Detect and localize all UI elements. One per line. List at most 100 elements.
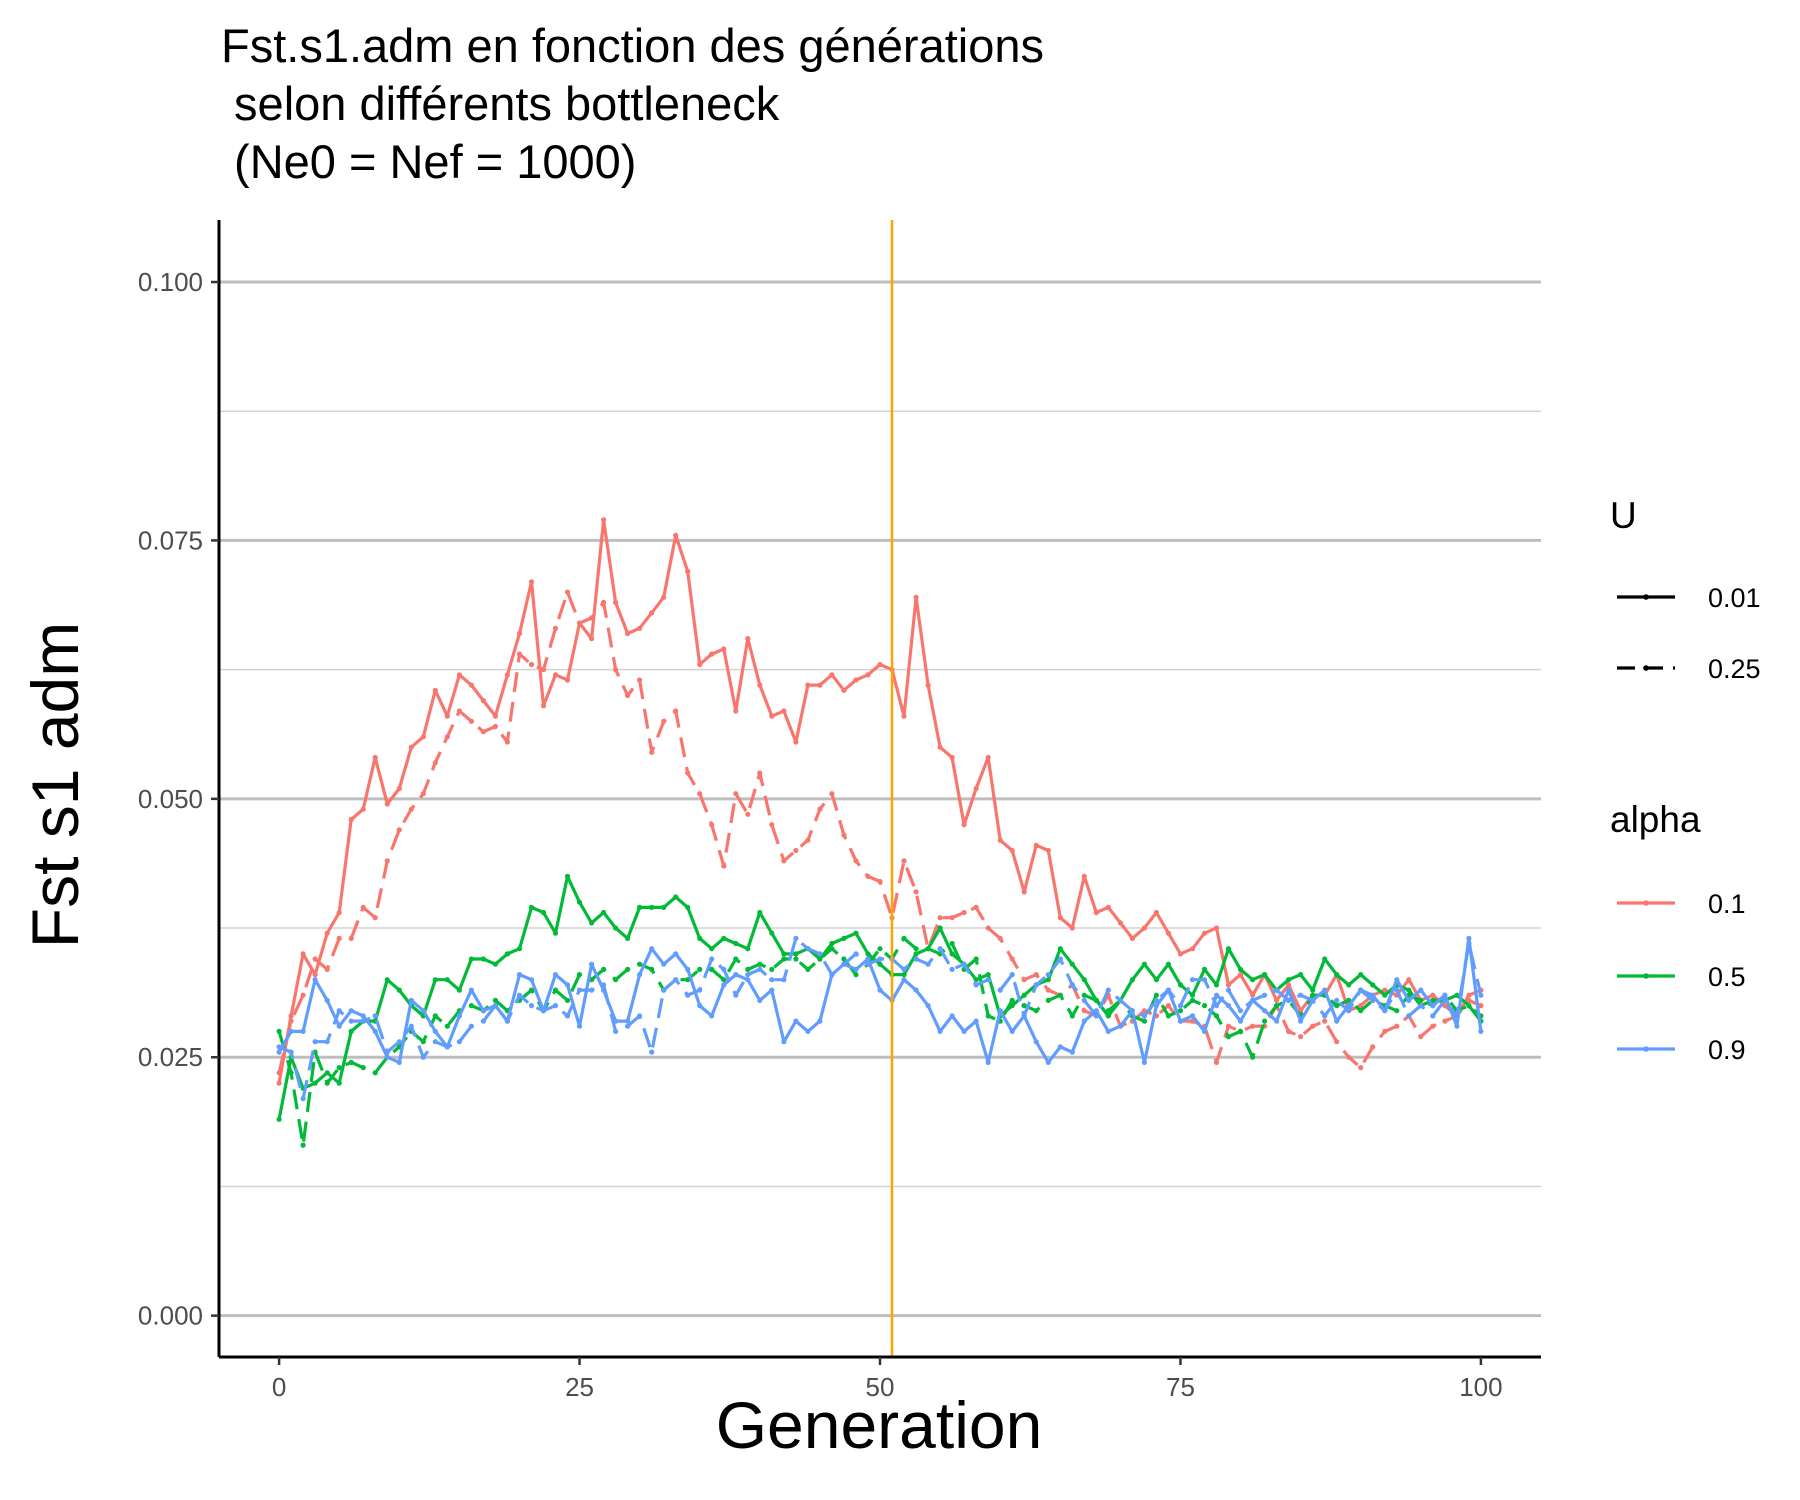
data-point-s1-20 xyxy=(516,651,523,657)
x-tick-label-0: 0 xyxy=(272,1372,286,1402)
data-point-s2-24 xyxy=(564,873,571,880)
y-tick-label-0: 0.000 xyxy=(138,1301,203,1331)
data-point-s3-93 xyxy=(1394,1008,1400,1014)
data-point-s2-3 xyxy=(312,1080,318,1086)
data-point-s0-6 xyxy=(348,816,354,823)
data-point-s4-100 xyxy=(1478,1028,1484,1034)
data-point-s4-59 xyxy=(985,1059,991,1065)
data-point-s4-34 xyxy=(685,966,691,973)
data-point-s3-7 xyxy=(360,1065,366,1071)
data-point-s5-40 xyxy=(757,966,763,973)
data-point-s1-22 xyxy=(540,667,547,673)
data-point-s0-67 xyxy=(1081,873,1087,880)
data-point-s4-44 xyxy=(805,1028,811,1034)
data-point-s5-69 xyxy=(1105,987,1111,993)
data-point-s2-69 xyxy=(1105,1013,1111,1019)
data-point-s4-97 xyxy=(1442,992,1448,998)
data-point-s5-72 xyxy=(1141,1013,1147,1019)
data-point-s5-41 xyxy=(769,977,775,983)
data-point-s2-5 xyxy=(336,1080,342,1086)
data-point-s4-31 xyxy=(649,946,655,952)
data-point-s5-2 xyxy=(300,1096,306,1102)
data-point-s0-94 xyxy=(1406,977,1412,983)
data-point-s2-37 xyxy=(721,935,727,942)
data-point-s1-31 xyxy=(649,749,655,755)
data-point-s4-49 xyxy=(865,956,871,962)
series-line-alpha-0.5-u-0.25 xyxy=(277,936,1482,1147)
x-tick-label-4: 100 xyxy=(1459,1372,1502,1402)
data-point-s1-12 xyxy=(420,791,426,797)
data-point-s0-17 xyxy=(480,698,486,704)
y-axis-title: Fst s1 adm xyxy=(18,622,92,948)
data-point-s1-46 xyxy=(829,791,835,797)
data-point-s5-20 xyxy=(516,992,523,998)
data-point-s4-95 xyxy=(1418,987,1424,993)
data-point-s0-8 xyxy=(372,754,378,761)
data-point-s5-8 xyxy=(372,1013,378,1019)
tick-labels: 0.000 0.025 0.050 0.075 0.100 0 25 50 75 100 xyxy=(138,267,1503,1402)
data-point-s1-42 xyxy=(781,858,787,864)
data-point-s4-87 xyxy=(1322,987,1328,993)
data-point-s5-78 xyxy=(1213,1003,1220,1009)
data-point-s1-30 xyxy=(637,677,643,683)
data-point-s3-80 xyxy=(1237,1028,1244,1034)
data-point-s5-56 xyxy=(949,966,955,973)
data-point-s3-42 xyxy=(781,956,787,962)
data-point-s2-73 xyxy=(1153,977,1159,983)
data-point-s5-36 xyxy=(709,956,715,962)
data-point-s5-93 xyxy=(1394,987,1400,993)
data-point-s0-21 xyxy=(528,579,535,585)
data-point-s2-85 xyxy=(1298,972,1304,978)
data-point-s5-97 xyxy=(1442,997,1448,1004)
data-point-s0-83 xyxy=(1274,997,1280,1004)
data-point-s2-53 xyxy=(913,951,919,957)
data-point-s0-58 xyxy=(973,785,979,792)
grid xyxy=(219,280,1541,1318)
data-point-s2-20 xyxy=(516,946,523,952)
data-point-s4-39 xyxy=(745,977,751,983)
data-point-s4-91 xyxy=(1370,992,1376,998)
data-point-s4-12 xyxy=(420,1008,426,1014)
data-point-s1-95 xyxy=(1418,1034,1424,1040)
data-point-s4-96 xyxy=(1430,1003,1436,1009)
data-point-s5-23 xyxy=(552,1003,559,1009)
data-point-s4-43 xyxy=(793,1018,799,1024)
data-point-s5-77 xyxy=(1201,977,1208,983)
data-point-s1-16 xyxy=(468,718,474,724)
data-point-s0-99 xyxy=(1466,992,1472,998)
data-point-s3-23 xyxy=(552,987,559,993)
data-point-s5-80 xyxy=(1237,1008,1244,1014)
data-point-s3-40 xyxy=(757,961,763,967)
data-point-s3-4 xyxy=(324,1080,330,1086)
data-point-s2-84 xyxy=(1286,977,1292,983)
data-point-s2-16 xyxy=(468,956,474,962)
data-point-s3-31 xyxy=(649,966,655,973)
data-point-s1-81 xyxy=(1250,1023,1256,1029)
data-point-s3-58 xyxy=(973,956,979,962)
legend-key-alpha-point-0.9 xyxy=(1643,1046,1649,1052)
data-point-s2-80 xyxy=(1237,966,1244,973)
legend: U alpha 0.01 0.25 0.1 0.5 0.9 xyxy=(1610,495,1761,1065)
data-point-s1-43 xyxy=(793,847,799,854)
data-point-s5-70 xyxy=(1117,997,1123,1004)
data-point-s2-62 xyxy=(1021,992,1027,998)
data-point-s3-48 xyxy=(853,972,859,978)
data-point-s1-96 xyxy=(1430,1023,1436,1029)
data-point-s0-69 xyxy=(1105,904,1111,911)
data-point-s4-54 xyxy=(925,1003,931,1009)
data-point-s1-27 xyxy=(601,599,607,606)
data-point-s0-75 xyxy=(1177,951,1184,957)
chart-title-line-3: (Ne0 = Nef = 1000) xyxy=(221,135,636,188)
data-point-s1-13 xyxy=(432,760,438,766)
data-point-s3-47 xyxy=(841,956,847,962)
data-point-s3-21 xyxy=(528,987,535,993)
data-point-s3-65 xyxy=(1057,992,1063,998)
data-point-s5-74 xyxy=(1165,987,1171,993)
data-point-s1-41 xyxy=(769,822,775,828)
data-point-s4-37 xyxy=(721,982,727,988)
data-point-s2-94 xyxy=(1406,987,1412,993)
data-point-s4-65 xyxy=(1057,1044,1063,1050)
data-point-s5-25 xyxy=(576,987,583,993)
data-point-s2-9 xyxy=(384,977,390,983)
data-point-s0-49 xyxy=(865,672,871,678)
